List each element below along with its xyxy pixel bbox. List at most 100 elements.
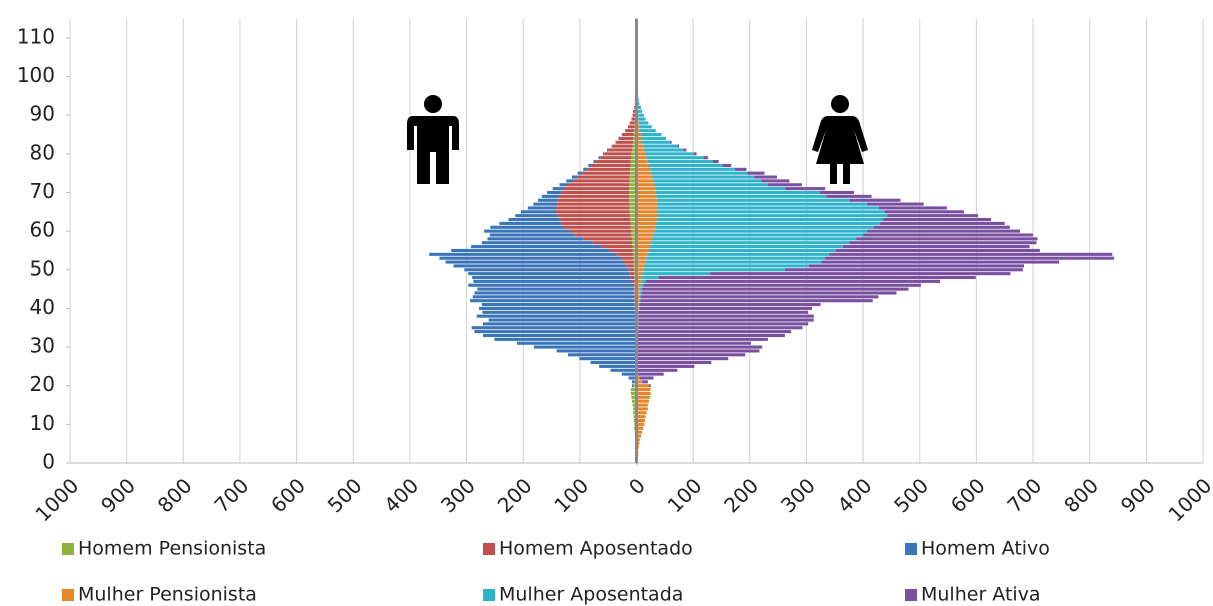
x-tick-label: 500 [323,473,367,517]
bar [636,418,645,423]
bar [638,121,649,125]
bar [629,272,635,276]
legend-label: Homem Aposentado [499,538,693,560]
bar [479,306,635,310]
bar [636,407,648,411]
bar [639,129,656,133]
bar [648,248,836,253]
bar [473,279,632,283]
bar [633,252,637,256]
bar [636,264,645,268]
x-tick-label: 700 [209,473,253,517]
bar [636,183,655,187]
bar [654,183,768,187]
bar [636,380,643,384]
bar [640,299,873,303]
y-tick-label: 80 [30,140,55,164]
bar [638,306,640,310]
bar [640,295,879,299]
bar [582,171,631,175]
legend-swatch [905,543,917,555]
bar [487,237,584,241]
bar [472,295,635,299]
bar [629,206,637,210]
bar [639,299,641,303]
y-tick-label: 100 [17,63,55,87]
bar [637,109,643,113]
bar [637,349,760,353]
bar [665,136,666,140]
x-tick-label: 600 [266,473,310,517]
legend-swatch [483,589,495,601]
bar [636,190,656,195]
bar [569,229,632,233]
bar [644,264,809,268]
x-tick-label: 900 [1116,473,1160,517]
bar [636,291,640,295]
x-tick-label: 800 [1059,473,1103,517]
bar [647,252,830,256]
bar [630,391,637,395]
bar [639,291,642,295]
bar [656,198,850,202]
bar [515,214,558,218]
bar [656,218,884,222]
bar [636,391,651,395]
bar [849,198,901,202]
bar [634,295,636,299]
bar [651,171,748,175]
bar [636,283,641,287]
bar [636,233,654,237]
bar [636,179,654,183]
bar [471,245,602,249]
bar [648,163,723,167]
bar [856,237,1038,241]
bar [849,241,1037,245]
bar [653,233,864,237]
bar [747,171,765,175]
bar [508,218,560,222]
bar [883,218,992,222]
bar [637,345,763,349]
bar [637,364,695,368]
bar [616,140,634,144]
bar [640,283,644,287]
bar [629,121,635,125]
x-tick-label: 800 [153,473,197,517]
bar [556,349,636,353]
bar [643,268,785,272]
bar [494,337,636,341]
bar [632,403,637,407]
bar [636,241,652,245]
bar [603,152,605,156]
bar [636,426,644,430]
bar [641,279,646,283]
bar [439,256,621,260]
bar [637,333,785,338]
bar [636,214,659,218]
bar [557,198,630,202]
bar [631,279,635,283]
bar [633,411,637,415]
bar [636,275,642,280]
bar [556,206,630,210]
bar [648,384,651,388]
bar [710,272,1011,276]
bar [632,144,637,148]
bar [464,268,629,272]
x-tick-label: 400 [833,473,877,517]
bar [878,206,947,210]
bar [637,353,746,357]
legend-swatch [905,589,917,601]
bar [652,237,857,241]
bar [642,380,648,384]
bar [630,225,637,229]
bar [595,160,631,164]
bar [593,160,596,164]
bar [566,179,574,183]
bar [735,167,747,171]
bar [636,136,642,140]
bar [636,221,657,225]
bar [761,179,790,183]
bar [636,163,649,167]
